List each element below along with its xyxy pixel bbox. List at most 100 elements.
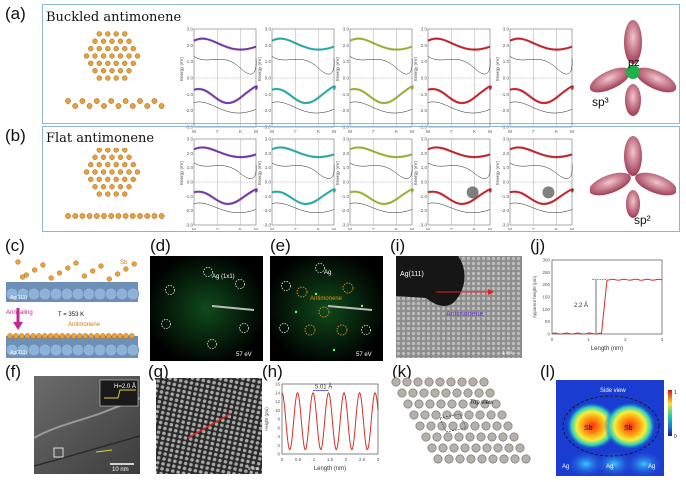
svg-text:Γ: Γ <box>532 129 535 134</box>
svg-text:3.0: 3.0 <box>421 137 428 142</box>
band-projection <box>509 85 574 105</box>
sb-density-1 <box>566 402 618 450</box>
sb-atom <box>105 148 111 153</box>
lattice-atom <box>469 399 479 409</box>
sb-adatom <box>81 273 88 279</box>
sb-atom <box>108 98 115 104</box>
band-structure-plot: Energy (eV)3.02.01.00.0-1.0-2.0-3.0M Γ K M <box>336 27 414 135</box>
svg-text:K: K <box>555 227 558 230</box>
substrate-label-bottom: Ag(111) <box>10 350 27 356</box>
svg-text:2.0: 2.0 <box>421 43 428 48</box>
svg-text:K: K <box>395 129 398 134</box>
sb-atom <box>72 213 79 219</box>
svg-text:M: M <box>570 227 574 230</box>
orbital-lobe-bottom <box>626 190 640 218</box>
svg-text:3.0: 3.0 <box>421 27 428 32</box>
sb-atom <box>113 161 119 168</box>
sb-atom <box>96 31 102 37</box>
svg-text:M: M <box>488 227 492 230</box>
lattice-atom <box>408 388 418 398</box>
sb-atom <box>92 154 98 160</box>
svg-text:Energy (eV): Energy (eV) <box>180 160 184 185</box>
svg-text:-1.0: -1.0 <box>263 92 271 97</box>
band-structure-plot: Energy (eV)3.02.01.00.0-1.0-2.0-3.0M Γ K M <box>496 27 574 135</box>
svg-text:-1.0: -1.0 <box>185 194 193 199</box>
band-structure-plot: Energy (eV)3.02.01.00.0-1.0-2.0-3.0M Γ K M <box>414 27 492 135</box>
band-projection <box>509 37 573 51</box>
svg-text:2.5: 2.5 <box>359 457 366 462</box>
lattice-atom <box>460 443 470 453</box>
sb-atom <box>88 161 94 168</box>
sb-atom <box>93 213 100 219</box>
svg-text:K: K <box>473 129 476 134</box>
lattice-atom <box>455 454 465 464</box>
svg-text:250: 250 <box>542 270 550 275</box>
svg-text:M: M <box>270 129 274 134</box>
sb-atom <box>122 213 129 219</box>
sb-atom <box>109 38 115 44</box>
svg-text:Energy (eV): Energy (eV) <box>496 56 500 81</box>
svg-text:2: 2 <box>345 457 348 462</box>
svg-text:0.0: 0.0 <box>343 180 350 185</box>
lattice-atom <box>482 443 492 453</box>
antimonene-label: Antimonene <box>446 311 483 318</box>
sb-atom <box>117 53 124 59</box>
svg-text:Γ: Γ <box>216 129 219 134</box>
sb-atom <box>86 213 93 219</box>
sb-atom <box>92 169 98 175</box>
lattice-atom <box>446 377 456 387</box>
sb-atom <box>72 103 79 109</box>
svg-text:-3.0: -3.0 <box>419 125 427 130</box>
sb-atom <box>96 176 102 183</box>
svg-text:K: K <box>317 227 320 230</box>
lattice-atom <box>421 432 431 442</box>
antimonene-atom <box>36 333 42 339</box>
antimonene-atom <box>7 333 13 339</box>
antimonene-atom <box>42 333 48 339</box>
sb-atom <box>100 53 107 59</box>
sb-atom <box>83 169 90 175</box>
svg-text:50: 50 <box>545 319 551 324</box>
antimonene-atom <box>105 333 112 339</box>
svg-text:-2.0: -2.0 <box>501 108 509 113</box>
sb-adatom <box>90 268 96 274</box>
lattice-atom <box>420 410 430 420</box>
svg-text:Γ: Γ <box>294 129 297 134</box>
sb-atom <box>113 191 119 197</box>
svg-text:14: 14 <box>275 390 281 395</box>
lattice-atom <box>521 454 531 464</box>
sb-atom-label-2: Sb <box>624 425 633 432</box>
svg-text:M: M <box>332 129 336 134</box>
sb-atom <box>88 45 94 52</box>
svg-text:0.0: 0.0 <box>503 180 510 185</box>
sp3-orbital-diagram: pz sp³ <box>590 20 676 116</box>
sb-atom <box>109 169 115 175</box>
band-projection <box>427 188 492 206</box>
lattice-atom <box>491 399 501 409</box>
lattice-atom <box>515 443 525 453</box>
sb-atom <box>93 98 100 104</box>
antimonene-atom <box>129 333 135 339</box>
lattice-atom <box>437 421 447 431</box>
sb-atom <box>109 68 115 74</box>
lattice-atom <box>413 377 423 387</box>
panel-label-c: (c) <box>5 236 25 255</box>
svg-text:1: 1 <box>587 337 590 342</box>
svg-text:K: K <box>395 227 398 230</box>
lattice-atom <box>485 388 495 398</box>
sb-atom <box>134 53 141 59</box>
svg-text:150: 150 <box>542 295 550 300</box>
top-view-model: Top view <box>391 377 531 464</box>
sb-atom <box>122 148 128 153</box>
svg-text:-2.0: -2.0 <box>341 108 349 113</box>
stm-image-step: Ag(111) Antimonene 1 nm <box>396 256 522 358</box>
svg-text:2.0: 2.0 <box>265 43 272 48</box>
panel-label-f: (f) <box>5 362 22 381</box>
lattice-atom <box>452 388 462 398</box>
lattice-atom <box>474 388 484 398</box>
lattice-atom <box>442 410 452 420</box>
substrate-label-top: Ag(111) <box>10 295 27 301</box>
antimonene-atom <box>76 333 83 339</box>
svg-text:1.0: 1.0 <box>421 59 428 64</box>
sp2-label: sp² <box>634 213 651 227</box>
